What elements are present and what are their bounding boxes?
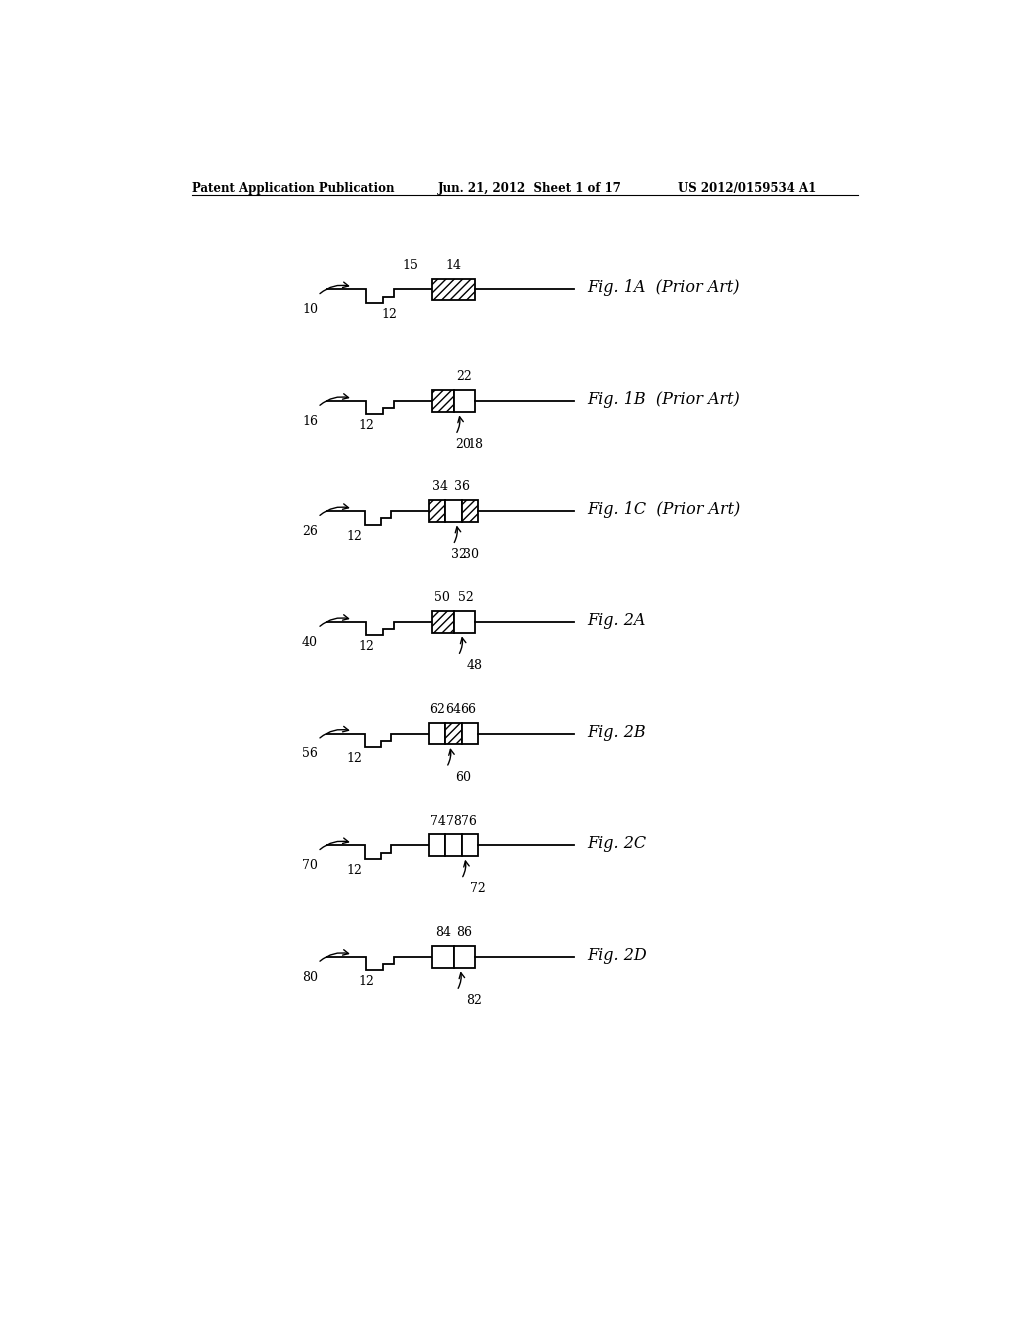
Bar: [462, 500, 478, 521]
Text: 56: 56: [302, 747, 318, 760]
Text: 18: 18: [467, 438, 483, 451]
Text: 40: 40: [302, 636, 318, 649]
Text: 64: 64: [445, 702, 462, 715]
Text: 12: 12: [346, 863, 362, 876]
Bar: [454, 611, 475, 632]
Text: Fig. 1A  (Prior Art): Fig. 1A (Prior Art): [587, 280, 739, 296]
Text: 70: 70: [302, 859, 318, 873]
Text: Fig. 2C: Fig. 2C: [587, 836, 646, 853]
Bar: [432, 279, 475, 300]
Text: 15: 15: [402, 259, 419, 272]
Text: Fig. 2A: Fig. 2A: [587, 612, 645, 628]
Text: 32: 32: [451, 548, 467, 561]
Bar: [445, 723, 462, 744]
Bar: [432, 946, 454, 968]
Text: Fig. 2B: Fig. 2B: [587, 723, 645, 741]
Text: 16: 16: [302, 414, 318, 428]
Text: 80: 80: [302, 970, 318, 983]
Text: 48: 48: [467, 659, 483, 672]
Text: 60: 60: [455, 771, 471, 784]
Text: 34: 34: [431, 480, 447, 494]
Text: 84: 84: [435, 927, 451, 940]
Bar: [445, 834, 462, 857]
Text: 86: 86: [456, 927, 472, 940]
Text: 30: 30: [463, 548, 478, 561]
Bar: [432, 391, 454, 412]
Bar: [462, 723, 478, 744]
Text: 26: 26: [302, 525, 318, 539]
Text: 50: 50: [433, 591, 450, 605]
Text: 76: 76: [461, 814, 476, 828]
Text: 14: 14: [445, 259, 462, 272]
Text: Fig. 2D: Fig. 2D: [587, 946, 646, 964]
Text: 10: 10: [302, 304, 318, 317]
Text: 74: 74: [429, 814, 445, 828]
Text: 20: 20: [455, 438, 471, 451]
Bar: [454, 391, 475, 412]
Text: Jun. 21, 2012  Sheet 1 of 17: Jun. 21, 2012 Sheet 1 of 17: [438, 182, 622, 194]
Bar: [445, 500, 462, 521]
Text: 12: 12: [381, 308, 397, 321]
Text: 12: 12: [358, 640, 374, 653]
Bar: [428, 723, 445, 744]
Text: 22: 22: [457, 370, 472, 383]
Bar: [462, 834, 478, 857]
Text: 12: 12: [358, 975, 374, 989]
Bar: [454, 946, 475, 968]
Text: Fig. 1B  (Prior Art): Fig. 1B (Prior Art): [587, 391, 739, 408]
Text: 12: 12: [346, 752, 362, 766]
Text: 52: 52: [458, 591, 473, 605]
Text: 12: 12: [346, 529, 362, 543]
Text: 66: 66: [461, 702, 476, 715]
Bar: [432, 611, 454, 632]
Text: 72: 72: [470, 882, 485, 895]
Text: 62: 62: [429, 702, 445, 715]
Bar: [428, 834, 445, 857]
Text: 82: 82: [466, 994, 481, 1007]
Text: US 2012/0159534 A1: US 2012/0159534 A1: [678, 182, 816, 194]
Text: 12: 12: [358, 420, 374, 433]
Text: 78: 78: [445, 814, 462, 828]
Bar: [428, 500, 445, 521]
Text: Patent Application Publication: Patent Application Publication: [191, 182, 394, 194]
Text: 36: 36: [454, 480, 470, 494]
Text: Fig. 1C  (Prior Art): Fig. 1C (Prior Art): [587, 502, 740, 517]
